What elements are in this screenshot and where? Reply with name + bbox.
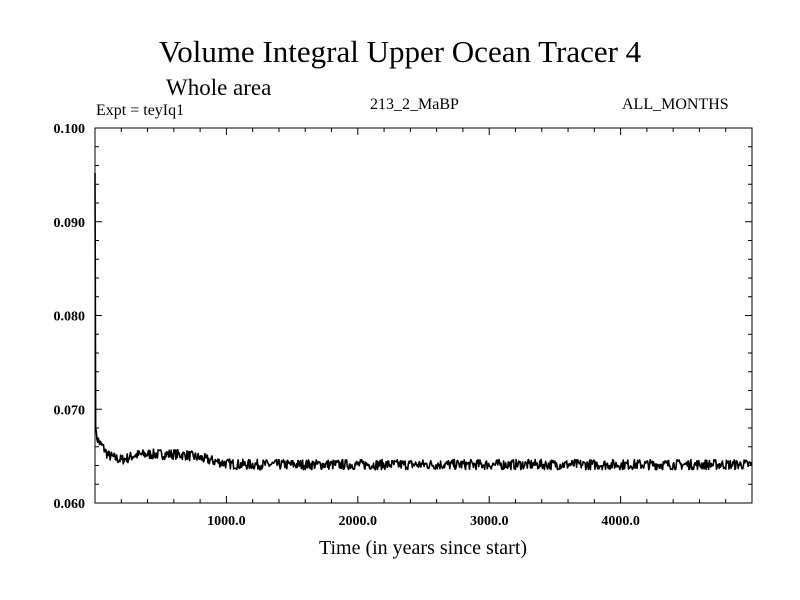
axis-ticks xyxy=(94,127,753,504)
x-tick-label: 1000.0 xyxy=(207,514,246,529)
season-label: ALL_MONTHS xyxy=(622,96,729,113)
x-tick-label: 2000.0 xyxy=(339,514,378,529)
x-axis-label: Time (in years since start) xyxy=(318,537,528,559)
experiment-label: Expt = teyIq1 xyxy=(96,102,185,119)
x-tick-label: 4000.0 xyxy=(601,514,640,529)
plot-frame xyxy=(94,127,753,504)
period-label: 213_2_MaBP xyxy=(370,96,459,113)
y-tick-label: 0.060 xyxy=(54,497,86,512)
y-tick-label: 0.090 xyxy=(54,216,86,231)
series-line xyxy=(94,172,753,471)
axis-tick-labels: 1000.0 2000.0 3000.0 4000.0 0.060 0.070 0.080 0… xyxy=(54,122,640,529)
x-tick-label: 3000.0 xyxy=(470,514,509,529)
chart-title: Volume Integral Upper Ocean Tracer 4 xyxy=(158,34,642,69)
y-tick-label: 0.080 xyxy=(54,310,86,325)
y-tick-label: 0.070 xyxy=(54,403,86,418)
y-tick-label: 0.100 xyxy=(54,122,86,137)
chart-subtitle: Whole area xyxy=(166,75,272,100)
